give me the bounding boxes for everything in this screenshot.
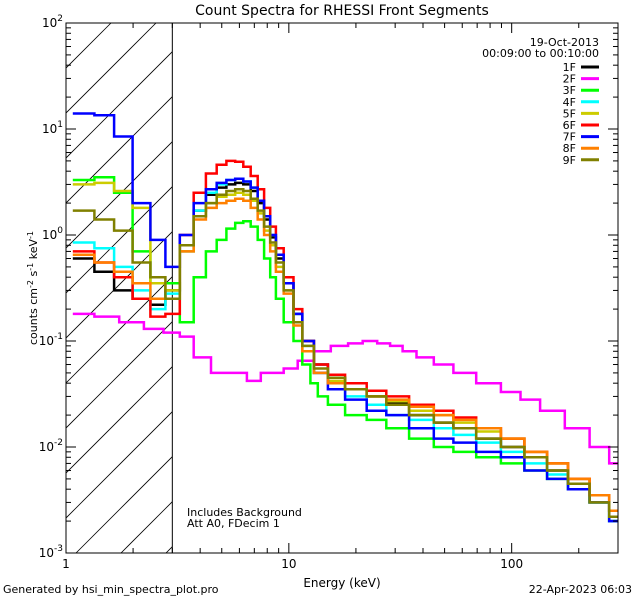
- legend-label-9F: 9F: [563, 154, 576, 167]
- hatch-line: [66, 51, 173, 159]
- hatch-line: [66, 141, 173, 249]
- hatch-line: [66, 186, 173, 294]
- legend-label-5F: 5F: [563, 107, 576, 120]
- hatched-region: [66, 23, 173, 553]
- legend-label-4F: 4F: [563, 96, 576, 109]
- hatch-line: [66, 276, 173, 384]
- legend-label-3F: 3F: [563, 84, 576, 97]
- y-axis-label: counts cm-2 s-1 keV-1: [26, 231, 40, 345]
- legend-label-7F: 7F: [563, 131, 576, 144]
- generated-by-label: Generated by hsi_min_spectra_plot.pro: [3, 583, 219, 596]
- series-line-8F: [72, 197, 618, 513]
- x-axis-label: Energy (keV): [303, 576, 380, 590]
- timestamp-label: 22-Apr-2023 06:03: [528, 583, 632, 596]
- series-line-5F: [72, 181, 618, 513]
- hatch-line: [66, 411, 173, 519]
- y-tick-label: 10-1: [39, 332, 63, 348]
- x-tick-label: 100: [500, 557, 523, 571]
- hatch-line: [66, 366, 173, 474]
- legend-label-2F: 2F: [563, 73, 576, 86]
- date-label: 19-Oct-2013: [530, 36, 599, 49]
- series-line-9F: [72, 188, 618, 518]
- y-tick-label: 101: [42, 120, 63, 136]
- y-tick-label: 10-3: [39, 544, 63, 560]
- hatch-line: [66, 231, 173, 339]
- hatch-line: [66, 23, 157, 114]
- y-tick-label: 10-2: [39, 438, 63, 454]
- hatch-lines: [66, 23, 173, 553]
- x-tick-label: 1: [62, 557, 70, 571]
- axes: 1 10 100 10-3 10-2 10-1 100 101 102: [39, 14, 619, 571]
- annotation-background: Includes Background: [187, 506, 302, 519]
- hatch-line: [66, 96, 173, 204]
- legend-label-6F: 6F: [563, 119, 576, 132]
- x-tick-label: 10: [281, 557, 296, 571]
- legend-label-1F: 1F: [563, 61, 576, 74]
- hatch-line: [75, 456, 173, 553]
- y-tick-label: 100: [42, 226, 63, 242]
- legend-label-8F: 8F: [563, 142, 576, 155]
- series-group: [72, 112, 618, 523]
- chart-title: Count Spectra for RHESSI Front Segments: [195, 3, 489, 19]
- plot-frame: [65, 22, 619, 554]
- hatch-line: [66, 23, 112, 69]
- annotation-attenuator: Att A0, FDecim 1: [187, 517, 280, 530]
- series-line-2F: [72, 312, 618, 465]
- time-range-label: 00:09:00 to 00:10:00: [482, 47, 599, 60]
- y-tick-label: 102: [42, 14, 63, 30]
